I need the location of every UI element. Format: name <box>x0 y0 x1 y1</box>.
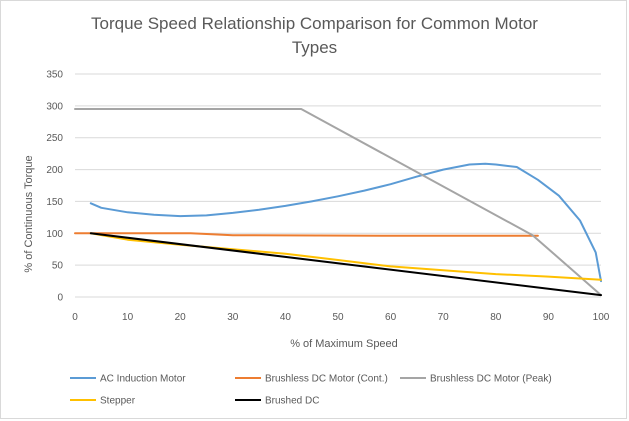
y-tick-label: 0 <box>57 293 63 304</box>
series-line-4 <box>89 232 602 297</box>
legend-label: Stepper <box>100 396 136 407</box>
y-tick-label: 250 <box>46 133 63 144</box>
chart-title-line2: Types <box>291 38 338 57</box>
x-axis-label: % of Maximum Speed <box>290 338 398 350</box>
y-tick-label: 300 <box>46 101 63 112</box>
legend: AC Induction Motor Brushless DC Motor (Co… <box>70 374 552 407</box>
series-line-1 <box>74 232 539 237</box>
series-lines <box>74 108 602 297</box>
x-tick-label: 60 <box>385 312 397 323</box>
legend-label: Brushless DC Motor (Peak) <box>430 374 552 385</box>
series-line-2 <box>74 108 602 297</box>
x-tick-label: 50 <box>332 312 344 323</box>
legend-label: Brushed DC <box>265 396 319 407</box>
x-tick-label: 40 <box>280 312 292 323</box>
series-line-0 <box>89 162 602 283</box>
y-axis-label: % of Continuous Torque <box>23 155 35 272</box>
y-tick-label: 200 <box>46 165 63 176</box>
x-tick-label: 100 <box>593 312 610 323</box>
legend-label: Brushless DC Motor (Cont.) <box>265 374 388 385</box>
x-tick-label: 80 <box>490 312 502 323</box>
y-tick-label: 50 <box>52 261 64 272</box>
x-tick-label: 30 <box>227 312 239 323</box>
y-tick-label: 350 <box>46 70 63 81</box>
x-tick-label: 70 <box>438 312 450 323</box>
x-tick-label: 0 <box>72 312 78 323</box>
y-tick-labels: 0 50 100 150 200 250 300 350 <box>46 70 63 304</box>
chart-title-line1: Torque Speed Relationship Comparison for… <box>91 14 538 33</box>
y-tick-label: 150 <box>46 197 63 208</box>
x-tick-label: 10 <box>122 312 134 323</box>
legend-label: AC Induction Motor <box>100 374 186 385</box>
x-tick-label: 90 <box>543 312 555 323</box>
chart-title: Torque Speed Relationship Comparison for… <box>0 12 629 60</box>
series-line-3 <box>89 232 602 281</box>
y-tick-label: 100 <box>46 229 63 240</box>
x-tick-label: 20 <box>175 312 187 323</box>
x-tick-labels: 0 10 20 30 40 50 60 70 80 90 100 <box>72 312 610 323</box>
